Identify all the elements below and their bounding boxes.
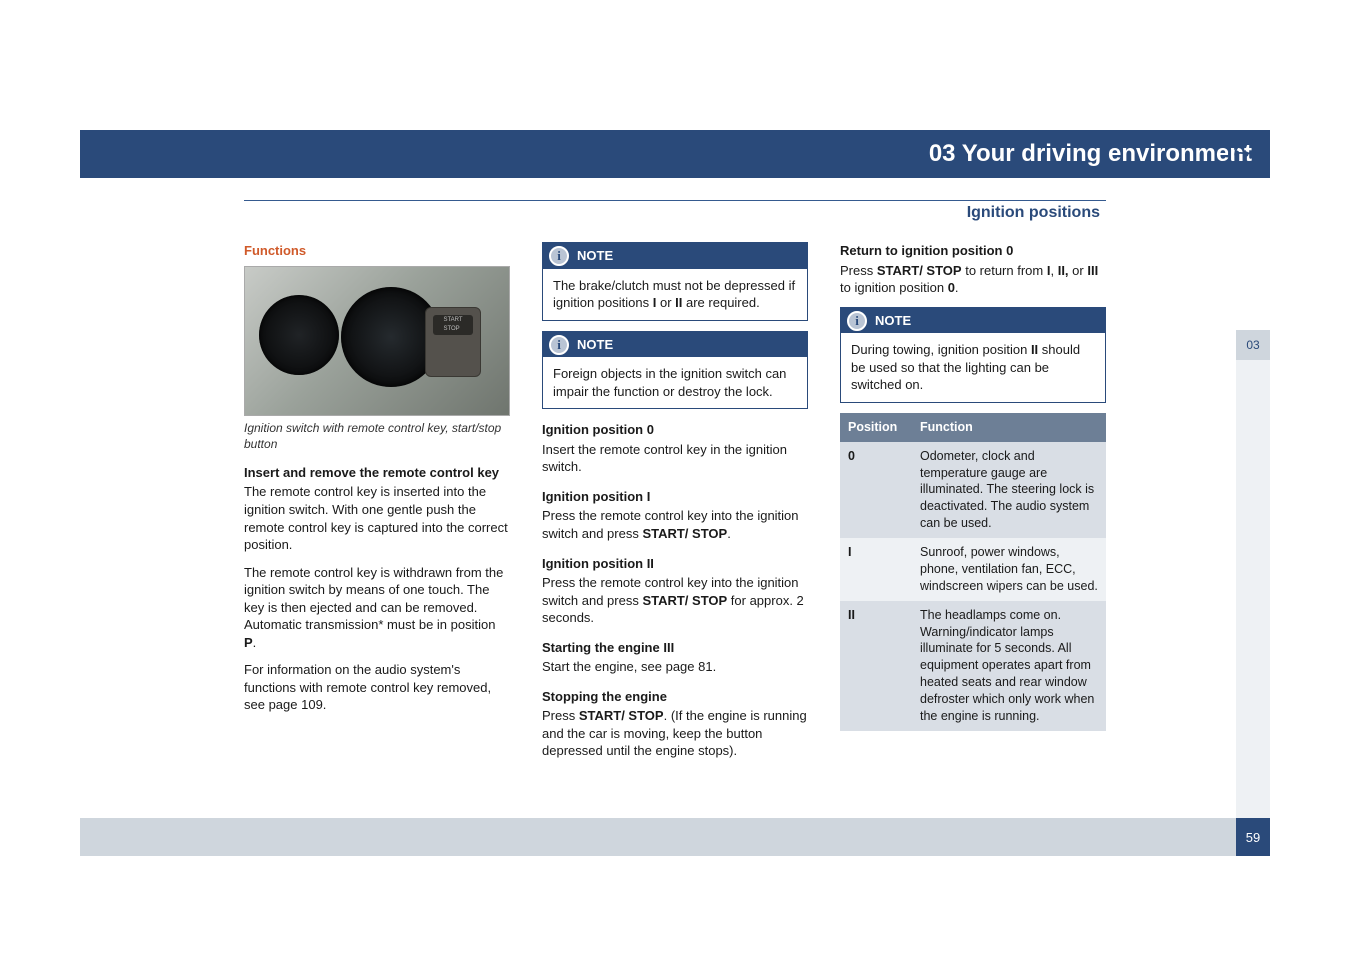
info-icon: i — [847, 311, 867, 331]
section-rule — [244, 200, 1106, 201]
insert-paragraph: The remote control key is inserted into … — [244, 483, 510, 553]
ret-g: or — [1069, 263, 1088, 278]
return-heading: Return to ignition position 0 — [840, 242, 1106, 260]
note-body: Foreign objects in the ignition switch c… — [543, 357, 807, 408]
return-paragraph: Press START/ STOP to return from I, II, … — [840, 262, 1106, 297]
start-paragraph: Start the engine, see page 81. — [542, 658, 808, 676]
position-p-label: P — [244, 635, 253, 650]
note-body: The brake/clutch must not be depressed i… — [543, 269, 807, 320]
ret-k: . — [955, 280, 959, 295]
ret-c: to return from — [962, 263, 1047, 278]
footer-bar: 59 — [80, 818, 1270, 856]
manual-page: 03 Your driving environment Ignition pos… — [0, 0, 1350, 954]
pos1-heading: Ignition position I — [542, 488, 808, 506]
table-row: I Sunroof, power windows, phone, ventila… — [840, 538, 1106, 601]
start-heading: Starting the engine III — [542, 639, 808, 657]
column-3: Return to ignition position 0 Press STAR… — [840, 242, 1106, 770]
note-header: i NOTE — [841, 308, 1105, 334]
pos2-b: START/ STOP — [642, 593, 727, 608]
chapter-title: 03 Your driving environment — [929, 140, 1252, 168]
chapter-header-bar: 03 Your driving environment — [80, 130, 1270, 178]
ret-f: II, — [1058, 263, 1069, 278]
table-header-position: Position — [840, 413, 912, 442]
stop-heading: Stopping the engine — [542, 688, 808, 706]
position-function-table: Position Function 0 Odometer, clock and … — [840, 413, 1106, 731]
steering-wheel-icon — [1228, 136, 1264, 172]
table-row: 0 Odometer, clock and temperature gauge … — [840, 442, 1106, 538]
start-stop-button-graphic: STARTSTOP — [433, 315, 473, 335]
note-body: During towing, ignition position II shou… — [841, 333, 1105, 402]
ret-h: III — [1087, 263, 1098, 278]
table-cell-function: Odometer, clock and temperature gauge ar… — [912, 442, 1106, 538]
pos1-c: . — [727, 526, 731, 541]
functions-heading: Functions — [244, 242, 510, 260]
note-box-foreign-objects: i NOTE Foreign objects in the ignition s… — [542, 331, 808, 410]
note-box-towing: i NOTE During towing, ignition position … — [840, 307, 1106, 403]
chapter-tab: 03 — [1236, 330, 1270, 360]
page-number: 59 — [1246, 830, 1260, 845]
note-label: NOTE — [875, 313, 911, 328]
note-box-brake: i NOTE The brake/clutch must not be depr… — [542, 242, 808, 321]
ret-e: , — [1050, 263, 1057, 278]
withdraw-text-c: . — [253, 635, 257, 650]
table-cell-position: 0 — [840, 442, 912, 538]
pos1-paragraph: Press the remote control key into the ig… — [542, 507, 808, 542]
table-cell-position: I — [840, 538, 912, 601]
ret-i: to ignition position — [840, 280, 948, 295]
pos2-paragraph: Press the remote control key into the ig… — [542, 574, 808, 627]
ret-j: 0 — [948, 280, 955, 295]
pos0-paragraph: Insert the remote control key in the ign… — [542, 441, 808, 476]
note1-e: are required. — [682, 295, 759, 310]
pos0-heading: Ignition position 0 — [542, 421, 808, 439]
table-header-row: Position Function — [840, 413, 1106, 442]
section-title: Ignition positions — [967, 204, 1100, 222]
table-cell-position: II — [840, 601, 912, 731]
pos2-heading: Ignition position II — [542, 555, 808, 573]
side-column-decoration — [1236, 360, 1270, 822]
note-header: i NOTE — [543, 243, 807, 269]
table-row: II The headlamps come on. Warning/indica… — [840, 601, 1106, 731]
image-caption: Ignition switch with remote control key,… — [244, 420, 510, 452]
stop-a: Press — [542, 708, 579, 723]
stop-b: START/ STOP — [579, 708, 664, 723]
table-cell-function: Sunroof, power windows, phone, ventilati… — [912, 538, 1106, 601]
column-1: Functions STARTSTOP Ignition switch with… — [244, 242, 510, 770]
ret-b: START/ STOP — [877, 263, 962, 278]
chapter-tab-label: 03 — [1246, 338, 1259, 352]
withdraw-paragraph: The remote control key is withdrawn from… — [244, 564, 510, 652]
note-label: NOTE — [577, 248, 613, 263]
table-header-function: Function — [912, 413, 1106, 442]
gauge-left — [259, 295, 339, 375]
info-icon: i — [549, 335, 569, 355]
pos1-b: START/ STOP — [642, 526, 727, 541]
content-columns: Functions STARTSTOP Ignition switch with… — [244, 242, 1106, 770]
note1-c: or — [656, 295, 675, 310]
note-label: NOTE — [577, 337, 613, 352]
table-cell-function: The headlamps come on. Warning/indicator… — [912, 601, 1106, 731]
note-header: i NOTE — [543, 332, 807, 358]
withdraw-text-a: The remote control key is withdrawn from… — [244, 565, 503, 633]
note3-a: During towing, ignition position — [851, 342, 1031, 357]
stop-paragraph: Press START/ STOP. (If the engine is run… — [542, 707, 808, 760]
dashboard-illustration: STARTSTOP — [244, 266, 510, 416]
insert-remove-heading: Insert and remove the remote control key — [244, 464, 510, 482]
page-number-badge: 59 — [1236, 818, 1270, 856]
ret-a: Press — [840, 263, 877, 278]
audio-info-paragraph: For information on the audio system's fu… — [244, 661, 510, 714]
info-icon: i — [549, 246, 569, 266]
column-2: i NOTE The brake/clutch must not be depr… — [542, 242, 808, 770]
